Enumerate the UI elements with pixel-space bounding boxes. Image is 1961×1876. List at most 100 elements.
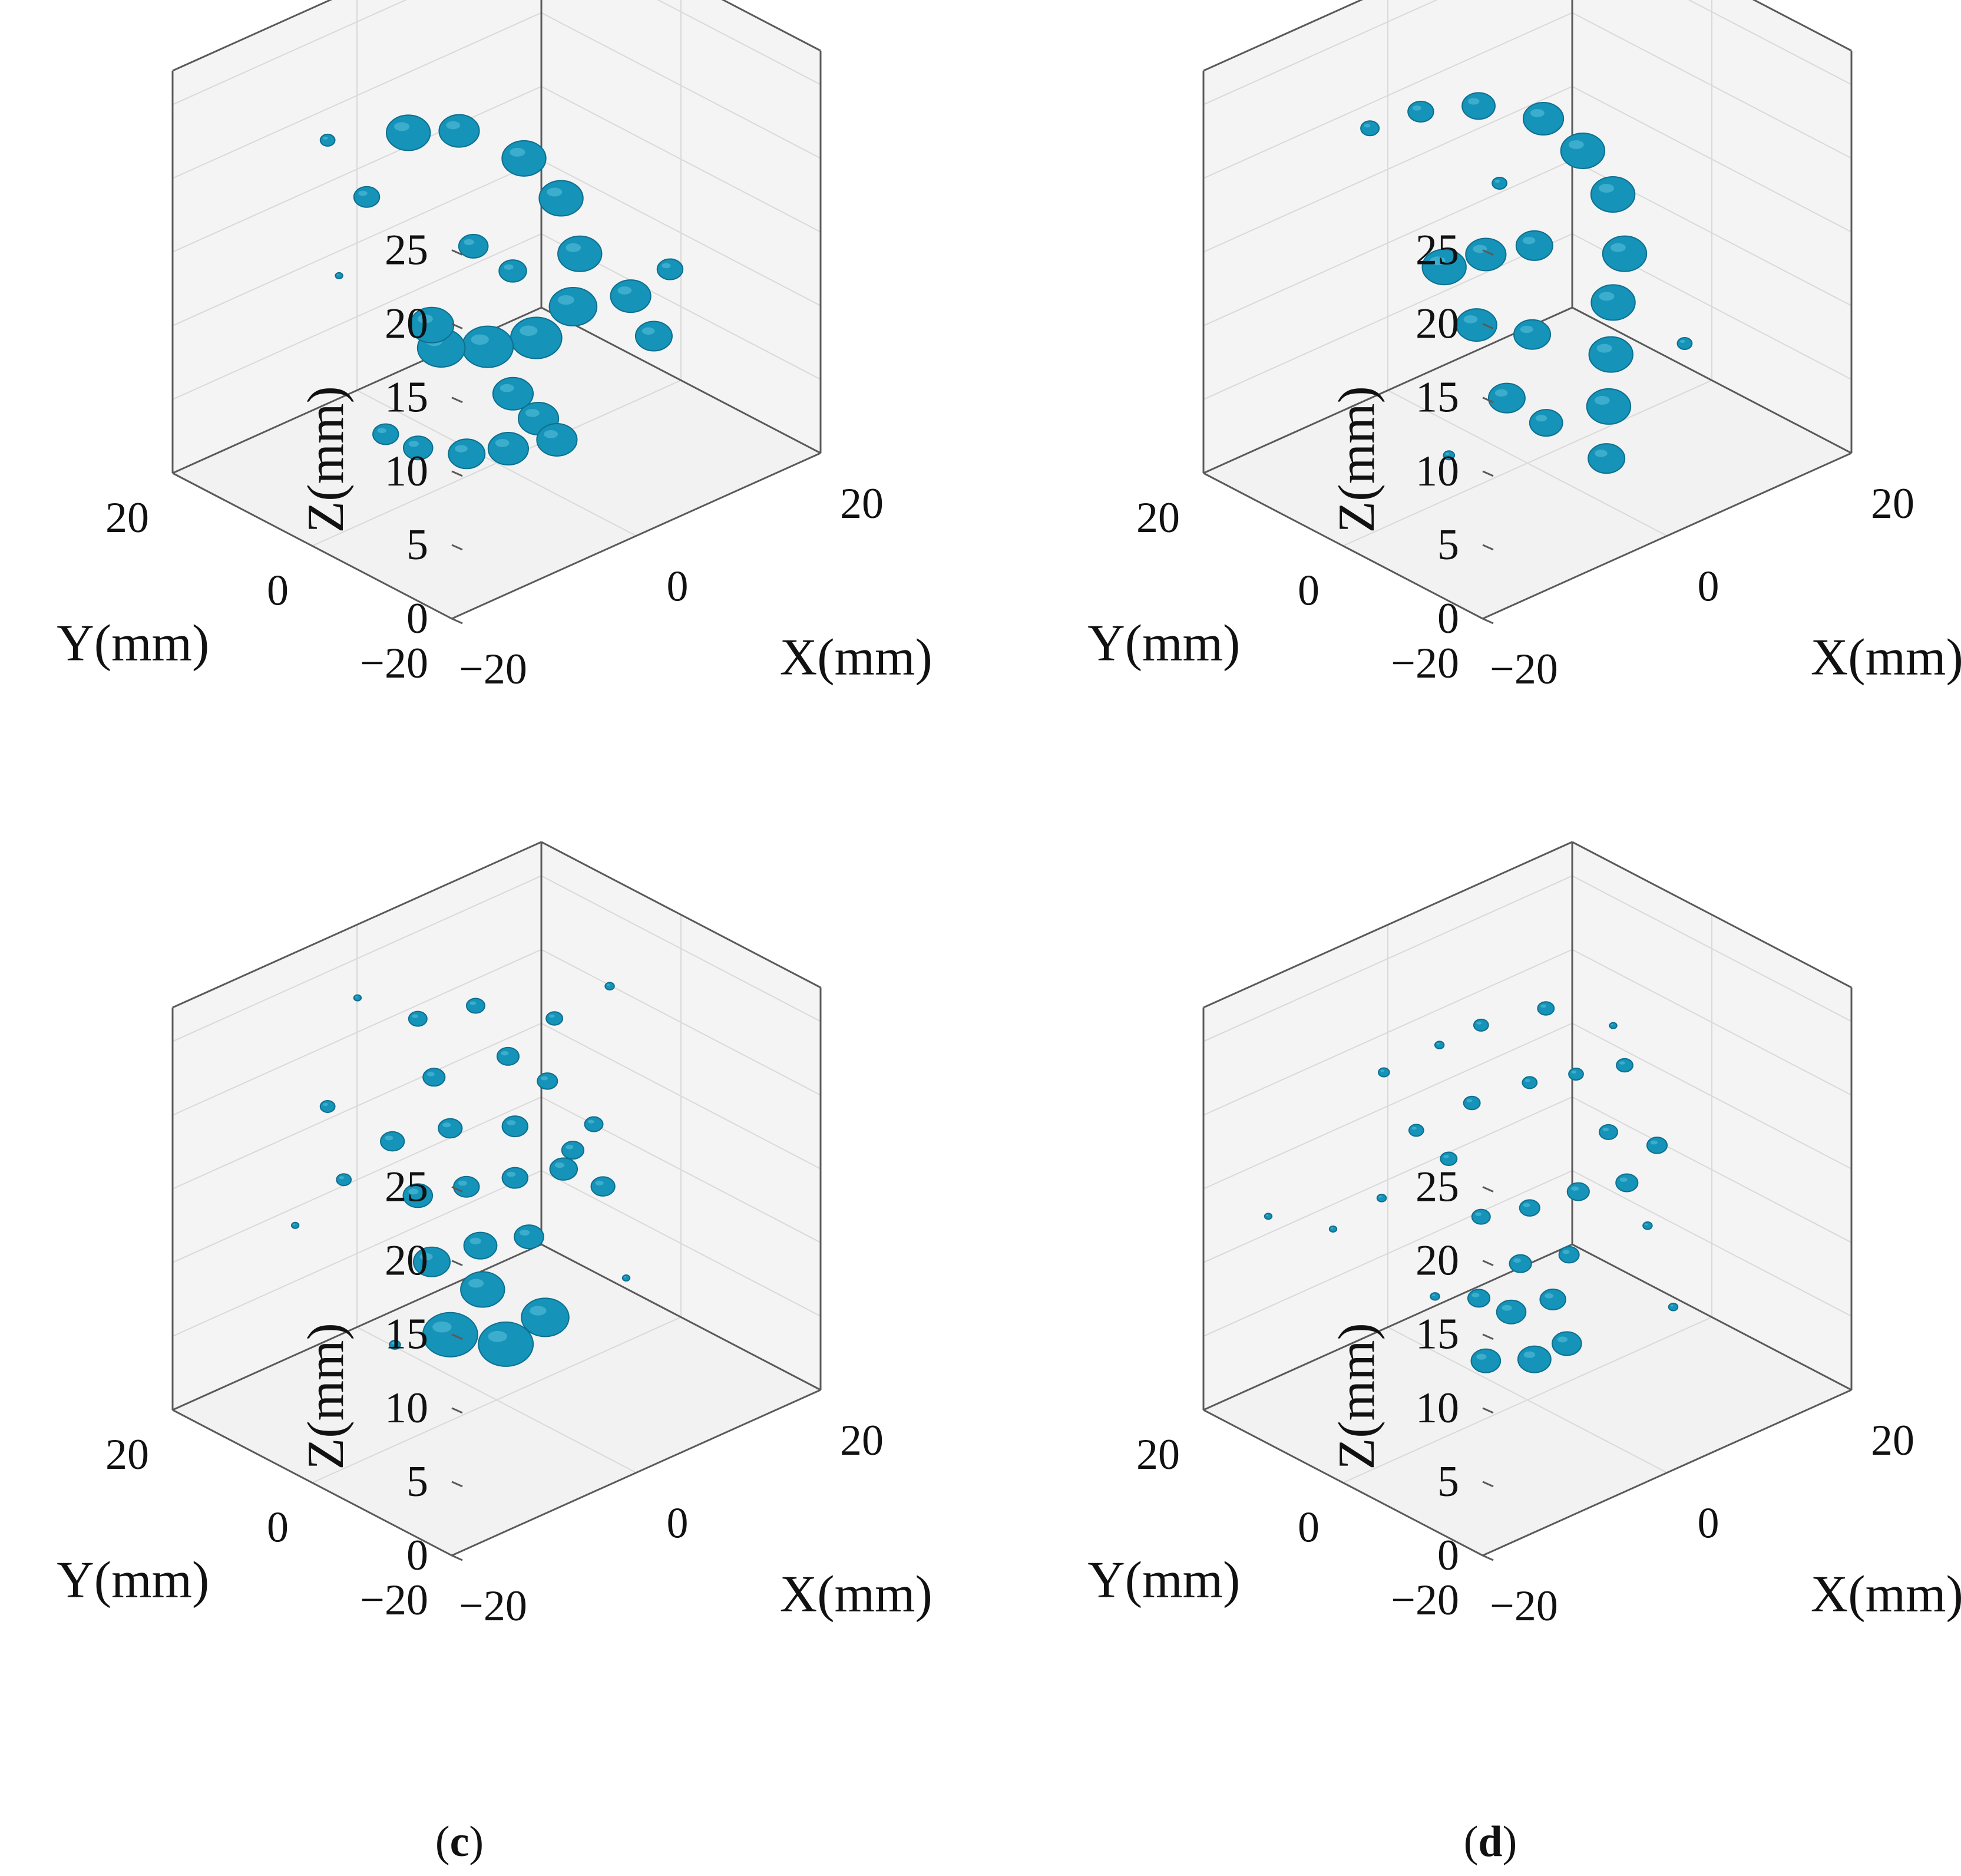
vortex-highlight — [554, 1162, 564, 1168]
vortex-blob — [548, 286, 598, 326]
z-tick-label: 15 — [1416, 1310, 1459, 1359]
vortex-highlight — [623, 1276, 627, 1278]
vortex-blob — [1668, 1302, 1679, 1312]
vortex-highlight — [1523, 1351, 1536, 1358]
vortex-blob — [1492, 176, 1508, 190]
y-tick-label: −20 — [1391, 1576, 1459, 1624]
vortex-highlight — [426, 1072, 435, 1076]
vortex-blob — [1376, 1194, 1387, 1203]
x-axis-label: X(mm) — [780, 1565, 932, 1623]
x-tick-label: −20 — [1490, 645, 1558, 693]
z-tick — [1482, 1333, 1494, 1340]
vortex-highlight — [1476, 1021, 1482, 1025]
y-tick-label: −20 — [360, 639, 428, 688]
z-tick — [1482, 1554, 1494, 1561]
vortex-blob — [537, 1072, 558, 1090]
box-edge — [541, 306, 821, 454]
z-tick — [451, 249, 463, 256]
box-edge — [1752, 0, 1852, 52]
vortex-blob — [1515, 230, 1553, 261]
vortex-highlight — [1596, 344, 1612, 353]
vortex-blob — [1539, 1289, 1566, 1311]
z-tick-label: 25 — [385, 1163, 428, 1211]
vortex-highlight — [446, 121, 461, 130]
vortex-highlight — [1644, 1223, 1648, 1226]
box-edge — [1203, 1409, 1483, 1557]
x-tick-label: −20 — [459, 645, 527, 693]
vortex-blob — [1566, 1182, 1590, 1201]
vortex-highlight — [468, 1279, 484, 1288]
z-tick-label: 0 — [406, 594, 428, 643]
vortex-highlight — [519, 1230, 530, 1236]
vortex-blob — [514, 1224, 544, 1250]
vortex-highlight — [455, 445, 468, 453]
box-edge — [541, 1243, 821, 1391]
vortex-highlight — [323, 136, 328, 140]
vortex-blob — [545, 1011, 564, 1026]
vortex-highlight — [417, 314, 433, 323]
vortex-blob — [590, 1176, 616, 1197]
caption-open: ( — [435, 1818, 450, 1866]
z-tick — [1482, 1407, 1494, 1414]
vortex-blob — [319, 1099, 336, 1113]
z-tick — [1482, 397, 1494, 404]
x-tick-label: 20 — [1871, 1416, 1914, 1465]
z-tick — [451, 1260, 463, 1267]
vortex-blob — [408, 1010, 428, 1027]
z-tick — [451, 470, 463, 477]
vortex-highlight — [1494, 389, 1508, 397]
z-axis-label: Z(mm) — [1328, 1323, 1385, 1469]
vortex-blob — [1599, 1124, 1618, 1140]
z-tick-label: 5 — [406, 521, 428, 569]
vortex-highlight — [520, 325, 538, 336]
vortex-blob — [1471, 1208, 1491, 1225]
vortex-highlight — [595, 1180, 604, 1185]
vortex-highlight — [662, 263, 671, 269]
vortex-blob — [1560, 132, 1606, 169]
vortex-highlight — [1330, 1227, 1334, 1229]
vortex-highlight — [1599, 292, 1615, 301]
caption-letter: c — [450, 1818, 469, 1866]
z-tick-label: 15 — [385, 374, 428, 422]
z-tick-label: 25 — [1416, 226, 1459, 275]
x-axis-label: X(mm) — [780, 629, 932, 686]
z-tick-label: 25 — [385, 226, 428, 275]
vortex-highlight — [1412, 105, 1421, 111]
box-edge — [1203, 306, 1573, 474]
vortex-blob — [557, 235, 603, 272]
caption-open: ( — [1464, 1818, 1479, 1866]
vortex-highlight — [1557, 1336, 1568, 1343]
vortex-highlight — [1523, 1203, 1530, 1207]
vortex-blob — [1676, 336, 1693, 350]
vortex-blob — [521, 1297, 570, 1337]
vortex-highlight — [339, 1176, 345, 1180]
y-tick-label: 0 — [267, 1504, 289, 1552]
box-edge — [1572, 841, 1852, 989]
vortex-highlight — [412, 1014, 419, 1018]
vortex-highlight — [1562, 1250, 1570, 1254]
z-axis-label: Z(mm) — [297, 1323, 355, 1469]
vortex-highlight — [391, 1342, 395, 1345]
box-edge — [721, 0, 821, 52]
box-edge — [1572, 306, 1852, 454]
vortex-blob — [1609, 1022, 1618, 1029]
vortex-blob — [386, 114, 431, 151]
vortex-blob — [319, 133, 336, 147]
x-tick-label: 20 — [840, 1416, 884, 1465]
y-axis-label: Y(mm) — [1087, 1552, 1240, 1609]
vortex-highlight — [408, 1188, 419, 1195]
vortex-highlight — [566, 243, 581, 252]
vortex-highlight — [557, 295, 574, 305]
x-tick-label: 0 — [1698, 563, 1719, 611]
vortex-blob — [498, 259, 527, 283]
caption-close: ) — [1503, 1818, 1517, 1866]
vortex-highlight — [464, 239, 474, 245]
vortex-highlight — [358, 190, 368, 196]
vortex-highlight — [1522, 236, 1536, 245]
y-tick-label: −20 — [360, 1576, 428, 1624]
vortex-highlight — [507, 1120, 516, 1125]
z-tick — [451, 1186, 463, 1193]
box-edge — [541, 841, 821, 989]
z-tick-label: 10 — [1416, 1384, 1459, 1432]
z-tick — [1482, 1260, 1494, 1267]
